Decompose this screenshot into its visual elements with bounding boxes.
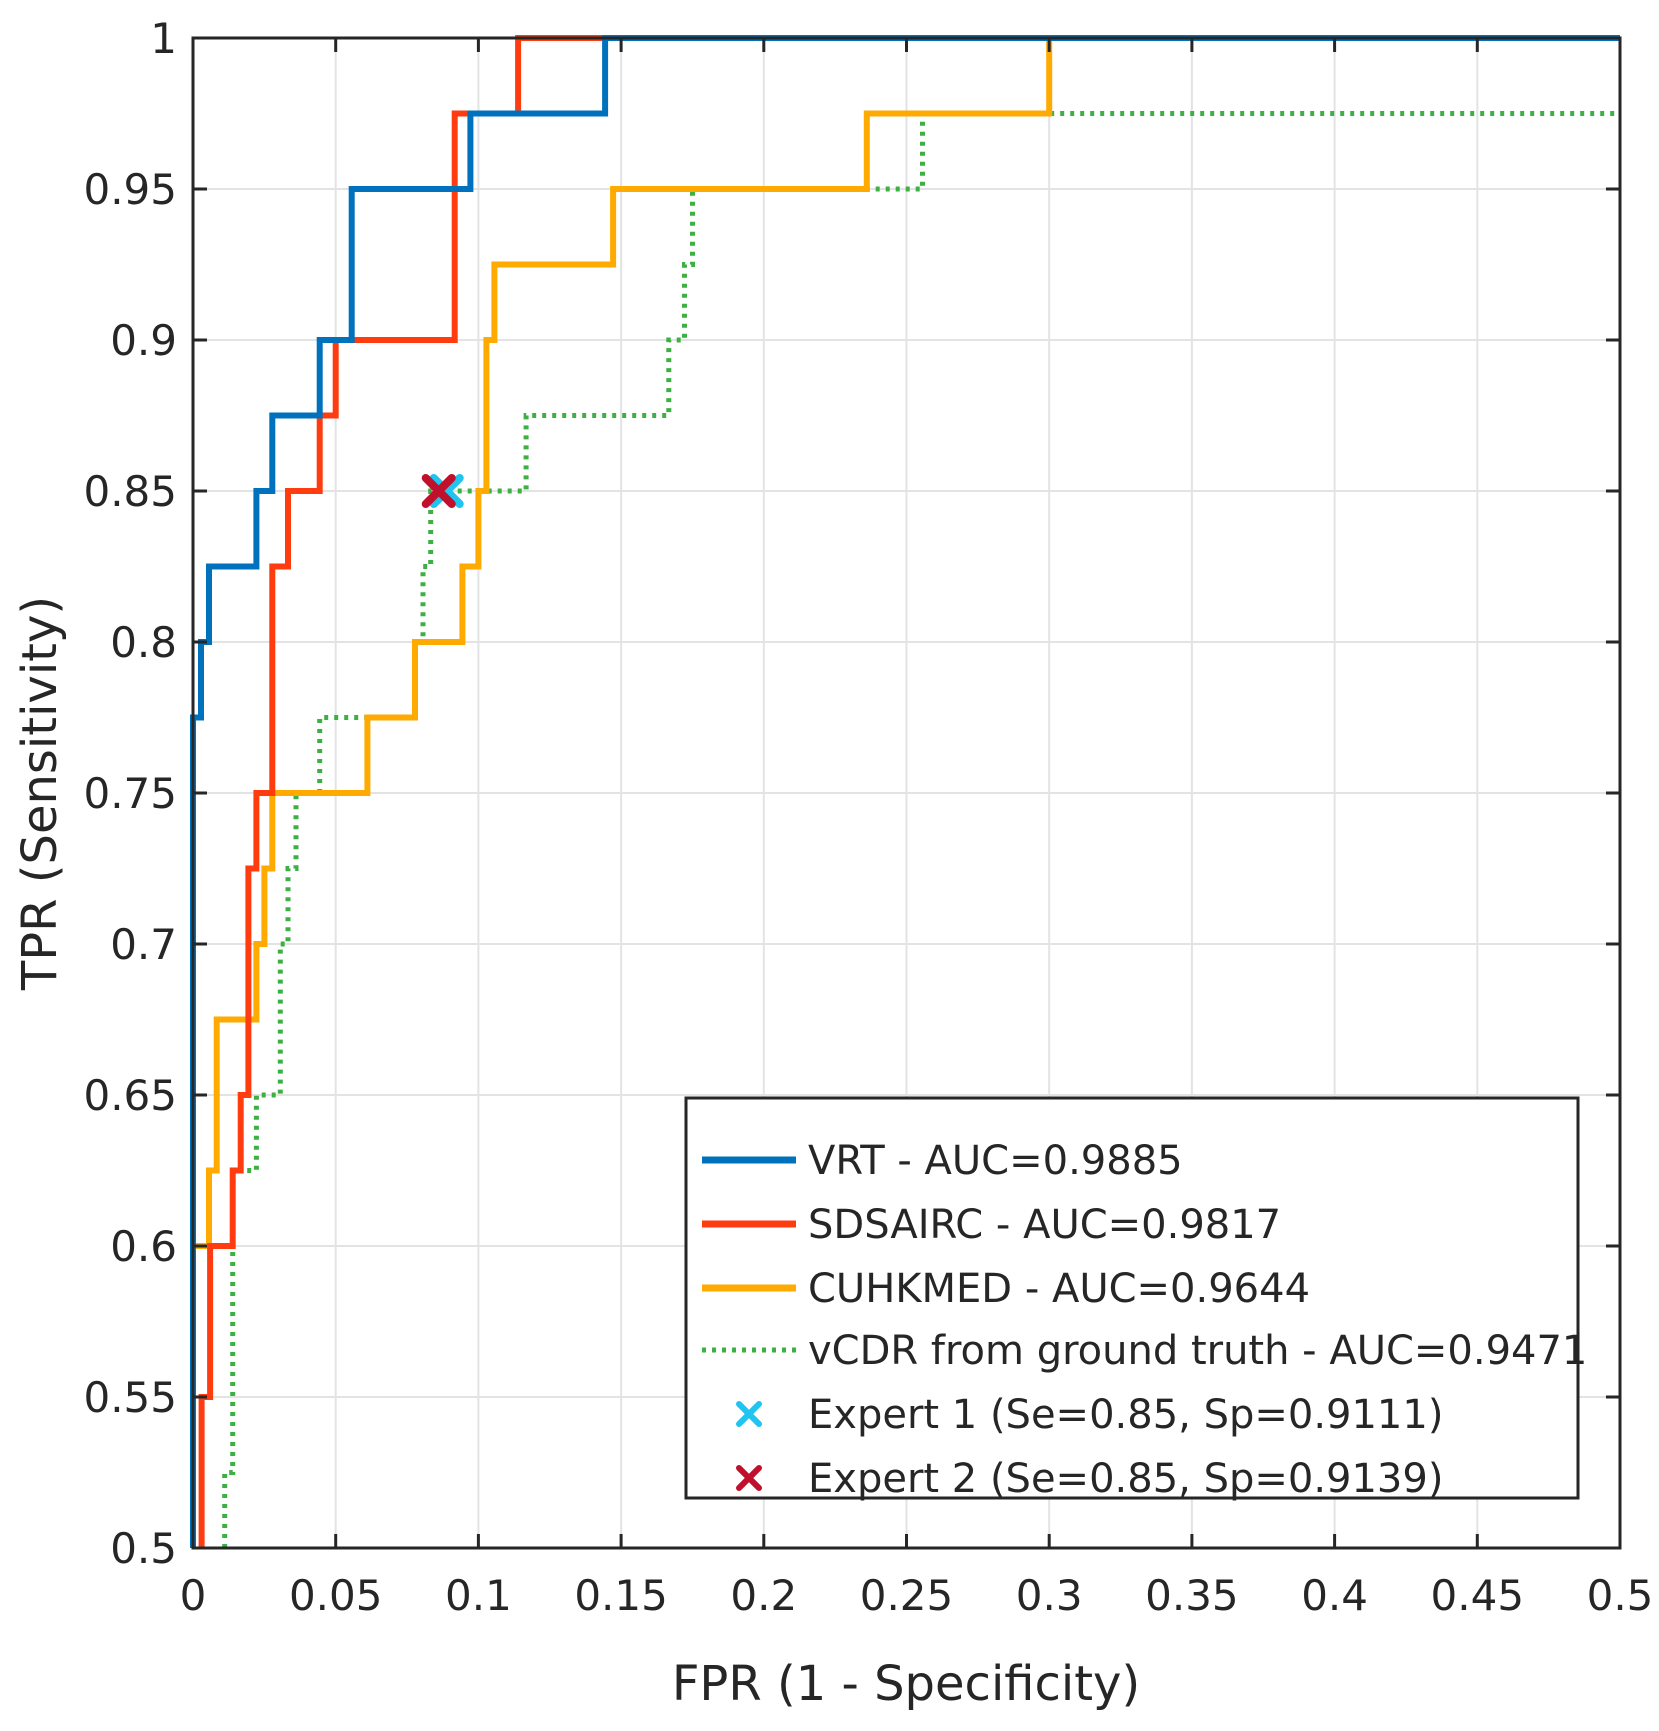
y-axis-label: TPR (Sensitivity): [12, 596, 68, 991]
expert-2-marker: [421, 474, 456, 508]
x-axis-label: FPR (1 - Specificity): [672, 1656, 1140, 1712]
legend-label-expert-2: Expert 2 (Se=0.85, Sp=0.9139): [808, 1456, 1443, 1502]
y-tick-label: 0.8: [110, 618, 177, 667]
x-tick-label: 0.4: [1301, 1571, 1368, 1620]
tick-marks: [191, 36, 1622, 1550]
x-tick-label: 0.05: [289, 1571, 383, 1620]
legend-box: [684, 1096, 1580, 1500]
x-tick-label: 0: [180, 1571, 207, 1620]
y-tick-label: 1: [150, 14, 177, 63]
expert-points: [421, 474, 464, 508]
x-tick-labels: 0 0.05 0.1 0.15 0.2 0.25 0.3 0.35 0.4 0.45 0.5: [180, 1571, 1654, 1620]
y-tick-label: 0.95: [83, 165, 177, 214]
legend-swatch-expert-2: [736, 1465, 762, 1491]
y-tick-label: 0.6: [110, 1222, 177, 1271]
series-line-3: [222, 111, 1620, 1548]
legend-label-3: vCDR from ground truth - AUC=0.9471: [808, 1328, 1587, 1374]
y-tick-label: 0.5: [110, 1524, 177, 1573]
series-line-2: [190, 35, 1620, 1548]
x-tick-label: 0.1: [445, 1571, 512, 1620]
x-tick-label: 0.45: [1431, 1571, 1525, 1620]
x-tick-label: 0.3: [1016, 1571, 1083, 1620]
y-tick-label: 0.7: [110, 920, 177, 969]
expert-1-marker: [429, 474, 464, 508]
legend-swatch-expert-1: [736, 1401, 762, 1427]
y-tick-label: 0.55: [83, 1373, 177, 1422]
x-tick-label: 0.5: [1587, 1571, 1654, 1620]
legend-label-expert-1: Expert 1 (Se=0.85, Sp=0.9111): [808, 1392, 1443, 1438]
x-tick-label: 0.15: [574, 1571, 668, 1620]
x-tick-label: 0.2: [730, 1571, 797, 1620]
legend: VRT - AUC=0.9885 SDSAIRC - AUC=0.9817 CUHK…: [684, 1096, 1587, 1502]
x-tick-label: 0.35: [1145, 1571, 1239, 1620]
legend-entries: VRT - AUC=0.9885 SDSAIRC - AUC=0.9817 CUHK…: [702, 1138, 1587, 1502]
y-tick-label: 0.9: [110, 316, 177, 365]
legend-label-0: VRT - AUC=0.9885: [808, 1138, 1183, 1184]
y-tick-label: 0.65: [83, 1071, 177, 1120]
x-tick-label: 0.25: [860, 1571, 954, 1620]
y-tick-labels: 0.5 0.55 0.6 0.65 0.7 0.75 0.8 0.85 0.9 0.95 1: [83, 14, 177, 1573]
y-tick-label: 0.75: [83, 769, 177, 818]
legend-label-1: SDSAIRC - AUC=0.9817: [808, 1202, 1281, 1248]
y-tick-label: 0.85: [83, 467, 177, 516]
legend-label-2: CUHKMED - AUC=0.9644: [808, 1266, 1310, 1312]
